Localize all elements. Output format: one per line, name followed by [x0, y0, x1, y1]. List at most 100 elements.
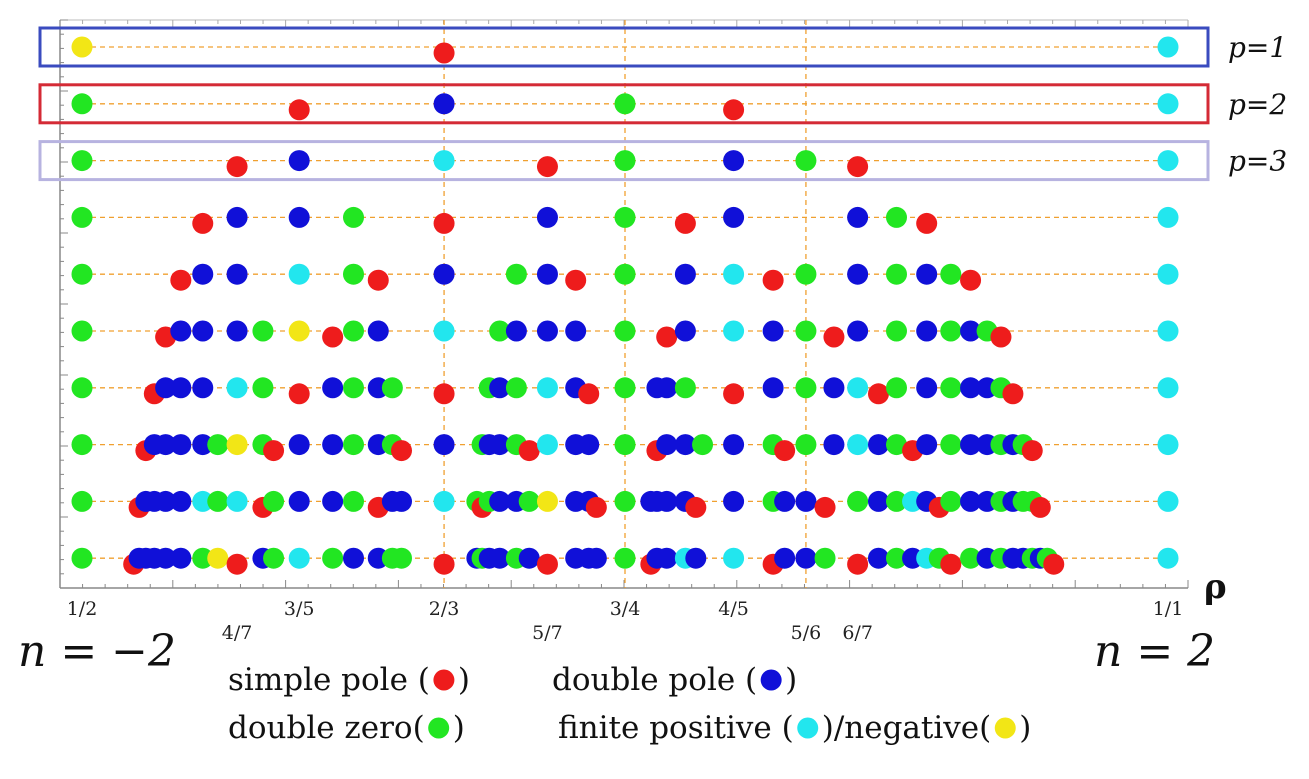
x-tick-label: 1/2: [67, 598, 98, 620]
point-simple-pole: [1002, 383, 1024, 405]
point-double-pole: [674, 434, 696, 456]
point-double-pole: [723, 206, 745, 228]
point-simple-pole: [847, 156, 869, 178]
point-double-pole: [226, 206, 248, 228]
point-double-pole: [322, 377, 344, 399]
point-double-zero: [614, 320, 636, 342]
point-simple-pole: [940, 553, 962, 575]
point-simple-pole: [867, 383, 889, 405]
point-finite-positive: [433, 150, 455, 172]
left-end-label: n = −2: [18, 626, 176, 677]
point-simple-pole: [536, 553, 558, 575]
point-double-pole: [170, 377, 192, 399]
legend-item: simple pole (): [228, 662, 470, 698]
point-simple-pole: [288, 99, 310, 121]
point-double-pole: [685, 547, 707, 569]
point-double-pole: [192, 434, 214, 456]
point-double-zero: [940, 490, 962, 512]
point-finite-positive: [192, 490, 214, 512]
legend-swatch: [428, 717, 450, 739]
point-double-zero: [322, 547, 344, 569]
legend-swatch: [760, 669, 782, 691]
point-double-zero: [795, 434, 817, 456]
point-simple-pole: [960, 269, 982, 291]
point-double-pole: [867, 434, 889, 456]
point-double-zero: [614, 206, 636, 228]
point-double-pole: [916, 434, 938, 456]
x-tick-label: 3/4: [610, 598, 641, 620]
point-double-zero: [614, 377, 636, 399]
point-double-pole: [823, 434, 845, 456]
point-simple-pole: [288, 383, 310, 405]
point-double-pole: [762, 377, 784, 399]
point-simple-pole: [774, 440, 796, 462]
point-simple-pole: [1043, 553, 1065, 575]
point-simple-pole: [192, 212, 214, 234]
point-double-zero: [940, 377, 962, 399]
row-box-p1: [38, 26, 1210, 68]
point-double-zero: [71, 320, 93, 342]
point-finite-positive: [226, 490, 248, 512]
point-double-pole: [170, 434, 192, 456]
point-double-zero: [614, 490, 636, 512]
legend-close: )/negative(: [822, 710, 992, 746]
point-finite-positive: [1157, 377, 1179, 399]
point-double-pole: [489, 377, 511, 399]
point-double-zero: [71, 434, 93, 456]
point-double-pole: [795, 490, 817, 512]
point-simple-pole: [226, 156, 248, 178]
point-double-pole: [656, 377, 678, 399]
point-double-pole: [433, 263, 455, 285]
point-double-zero: [71, 150, 93, 172]
point-finite-positive: [433, 490, 455, 512]
x-tick-label: 5/7: [532, 622, 563, 644]
legend-swatch: [797, 717, 819, 739]
legend-close: ): [785, 662, 797, 698]
point-finite-positive: [847, 377, 869, 399]
point-double-zero: [71, 206, 93, 228]
row-highlight-boxes: [38, 26, 1210, 182]
row-box-p2: [38, 83, 1210, 125]
point-double-zero: [381, 377, 403, 399]
point-double-zero: [489, 320, 511, 342]
point-simple-pole: [226, 553, 248, 575]
point-simple-pole: [847, 553, 869, 575]
row-label-p3: p=3: [1228, 145, 1287, 178]
point-finite-positive: [1157, 93, 1179, 115]
point-simple-pole: [1021, 440, 1043, 462]
point-double-zero: [795, 320, 817, 342]
point-double-pole: [226, 263, 248, 285]
point-double-zero: [795, 150, 817, 172]
legend-item: finite positive ()/negative(): [558, 710, 1031, 746]
point-double-pole: [433, 93, 455, 115]
point-double-zero: [343, 377, 364, 399]
legend-item: double pole (): [552, 662, 797, 698]
point-double-pole: [192, 377, 214, 399]
data-points: [71, 36, 1179, 575]
point-double-zero: [886, 263, 907, 285]
point-finite-positive: [1157, 206, 1179, 228]
legend-close: ): [1019, 710, 1031, 746]
point-finite-positive: [847, 434, 869, 456]
point-double-zero: [71, 490, 93, 512]
point-simple-pole: [391, 440, 413, 462]
point-double-pole: [960, 434, 982, 456]
point-double-zero: [71, 547, 93, 569]
point-double-zero: [940, 434, 962, 456]
x-tick-label: 3/5: [284, 598, 315, 620]
point-simple-pole: [685, 496, 707, 518]
point-simple-pole: [565, 269, 587, 291]
point-simple-pole: [578, 383, 600, 405]
point-double-pole: [288, 490, 310, 512]
point-double-zero: [252, 320, 274, 342]
x-tick-label: 2/3: [429, 598, 460, 620]
x-tick-label: 6/7: [842, 622, 873, 644]
point-double-zero: [71, 377, 93, 399]
point-simple-pole: [585, 496, 607, 518]
point-simple-pole: [723, 99, 745, 121]
point-double-zero: [960, 547, 982, 569]
x-tick-label: 5/6: [791, 622, 822, 644]
point-double-zero: [343, 490, 364, 512]
point-finite-positive: [1157, 320, 1179, 342]
